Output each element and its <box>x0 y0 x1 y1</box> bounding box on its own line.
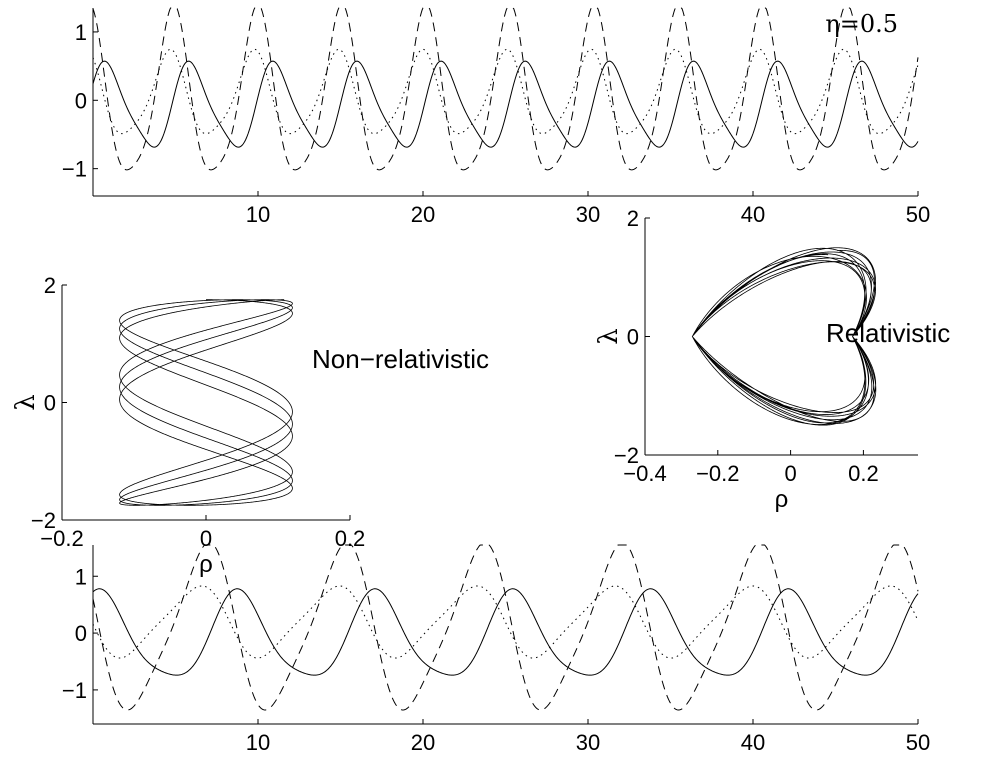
x-tick-label: 20 <box>411 202 435 227</box>
plot-label-non-relativistic: Non−relativistic <box>312 344 489 374</box>
y-tick-label: 1 <box>75 20 87 45</box>
series-line-dotted <box>92 585 919 659</box>
phase-trajectory <box>119 299 293 506</box>
series-line-dashed <box>92 7 919 171</box>
y-tick-label: 2 <box>44 273 56 298</box>
y-tick-label: −1 <box>62 678 87 703</box>
y-axis-label: λ <box>594 328 624 344</box>
y-tick-label: −2 <box>31 508 56 533</box>
y-tick-label: 0 <box>75 88 87 113</box>
x-tick-label: −0.4 <box>623 461 666 486</box>
series-line-solid <box>92 60 919 148</box>
y-tick-label: −2 <box>614 443 639 468</box>
y-tick-label: 0 <box>75 621 87 646</box>
x-tick-label: 10 <box>246 202 270 227</box>
top-time-series-plot: 10 20 30 40 50 −1 0 1 η=0.5 <box>62 7 930 227</box>
x-tick-label: 30 <box>576 202 600 227</box>
phase-trajectory <box>691 247 877 426</box>
y-tick-label: 0 <box>44 391 56 416</box>
series-line-dotted <box>92 48 919 135</box>
x-tick-label: 10 <box>246 730 270 755</box>
x-axis-label: ρ <box>775 486 789 513</box>
x-axis-label: ρ <box>199 551 213 578</box>
series-line-dashed <box>92 544 919 711</box>
plot-label-relativistic: Relativistic <box>826 318 950 348</box>
relativistic-phase-plot: −0.4 −0.2 0 0.2 −2 0 2 ρ λ Relativistic <box>594 206 950 513</box>
y-axis-label: λ <box>11 394 41 410</box>
x-tick-label: −0.2 <box>40 526 83 551</box>
x-tick-label: 40 <box>741 202 765 227</box>
y-tick-label: 2 <box>627 206 639 231</box>
x-tick-label: 50 <box>906 202 930 227</box>
y-tick-label: −1 <box>62 157 87 182</box>
x-tick-label: 0 <box>200 526 212 551</box>
y-tick-label: 1 <box>75 564 87 589</box>
series-line-solid <box>92 588 919 676</box>
x-tick-label: 40 <box>741 730 765 755</box>
non-relativistic-phase-plot: −0.2 0 0.2 −2 0 2 ρ λ Non−relativistic <box>11 273 489 578</box>
bottom-time-series-plot: 10 20 30 40 50 −1 0 1 <box>62 544 930 755</box>
x-tick-label: −0.2 <box>696 461 739 486</box>
x-tick-label: 50 <box>906 730 930 755</box>
x-tick-label: 20 <box>411 730 435 755</box>
x-tick-label: 30 <box>576 730 600 755</box>
x-tick-label: 0.2 <box>335 526 366 551</box>
x-tick-label: 0.2 <box>848 461 879 486</box>
eta-annotation: η=0.5 <box>825 10 898 38</box>
x-tick-label: 0 <box>784 461 796 486</box>
y-tick-label: 0 <box>627 325 639 350</box>
